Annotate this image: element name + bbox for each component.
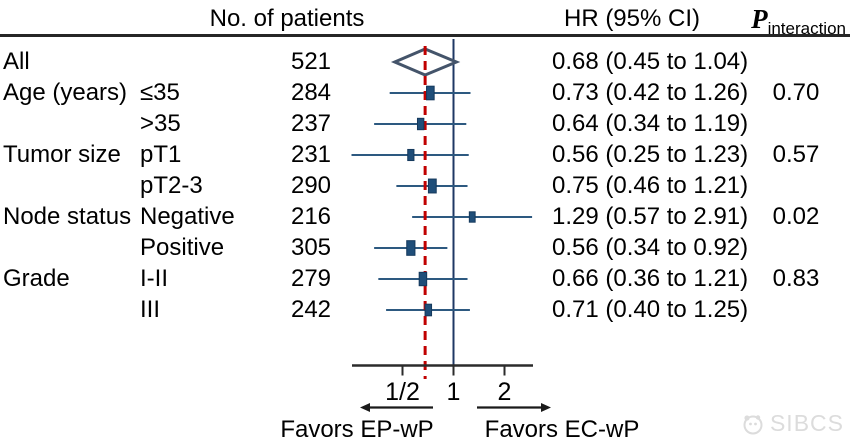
row-p-interaction: 0.83 <box>772 265 820 292</box>
row-patient-count: 290 <box>290 172 332 199</box>
hr-marker <box>406 240 416 256</box>
favors-right-label: Favors EC-wP <box>484 416 640 441</box>
hr-marker <box>407 148 415 162</box>
sibcs-watermark: SIBCS <box>741 410 844 437</box>
x-axis-tick-label: 1 <box>446 378 461 406</box>
hr-marker <box>418 271 428 287</box>
x-axis-tick-label: 2 <box>497 378 512 406</box>
patients-column-header: No. of patients <box>209 5 365 32</box>
row-hr-ci-text: 0.73 (0.42 to 1.26) <box>552 79 749 106</box>
row-hr-ci-text: 0.56 (0.34 to 0.92) <box>552 234 749 261</box>
row-group-label: Tumor size <box>3 141 121 168</box>
x-axis-tick-label: 1/2 <box>385 378 420 406</box>
hr-marker <box>416 117 425 131</box>
p-subscript: interaction <box>767 18 846 38</box>
row-sub-label: Negative <box>140 203 235 230</box>
row-sub-label: ≤35 <box>140 79 180 106</box>
row-patient-count: 521 <box>290 48 332 75</box>
row-hr-ci-text: 0.66 (0.36 to 1.21) <box>552 265 749 292</box>
row-sub-label: >35 <box>140 110 181 137</box>
row-hr-ci-text: 1.29 (0.57 to 2.91) <box>552 203 749 230</box>
row-patient-count: 305 <box>290 234 332 261</box>
row-p-interaction: 0.57 <box>772 141 820 168</box>
row-hr-ci-text: 0.71 (0.40 to 1.25) <box>552 296 749 323</box>
row-group-label: Age (years) <box>3 79 128 106</box>
row-p-interaction: 0.70 <box>772 79 820 106</box>
favors-right-arrow-head <box>541 403 551 412</box>
row-patient-count: 284 <box>290 79 332 106</box>
hr-column-header: HR (95% CI) <box>563 5 701 32</box>
row-patient-count: 242 <box>290 296 332 323</box>
row-sub-label: I-II <box>140 265 168 292</box>
row-hr-ci-text: 0.64 (0.34 to 1.19) <box>552 110 749 137</box>
sibcs-logo-icon <box>743 414 763 434</box>
row-group-label: All <box>3 48 30 75</box>
row-group-label: Node status <box>3 203 132 230</box>
row-hr-ci-text: 0.68 (0.45 to 1.04) <box>552 48 749 75</box>
row-group-label: Grade <box>3 265 70 292</box>
hr-marker <box>427 178 437 194</box>
row-patient-count: 231 <box>290 141 332 168</box>
favors-left-label: Favors EP-wP <box>280 416 434 441</box>
row-patient-count: 279 <box>290 265 332 292</box>
row-sub-label: pT2-3 <box>140 172 203 199</box>
header-divider-line <box>0 34 850 37</box>
hr-marker <box>468 211 476 223</box>
p-interaction-column-header: Pinteraction <box>751 4 846 38</box>
row-sub-label: pT1 <box>140 141 182 168</box>
hr-marker <box>426 85 435 101</box>
summary-diamond <box>390 47 461 77</box>
row-patient-count: 216 <box>290 203 332 230</box>
p-symbol: P <box>751 4 768 34</box>
favors-left-arrow-head <box>360 403 370 412</box>
hr-marker <box>424 303 433 317</box>
row-p-interaction: 0.02 <box>772 203 820 230</box>
row-patient-count: 237 <box>290 110 332 137</box>
row-sub-label: III <box>140 296 161 323</box>
row-hr-ci-text: 0.75 (0.46 to 1.21) <box>552 172 749 199</box>
sibcs-watermark-text: SIBCS <box>769 410 844 436</box>
row-sub-label: Positive <box>140 234 225 261</box>
row-hr-ci-text: 0.56 (0.25 to 1.23) <box>552 141 749 168</box>
